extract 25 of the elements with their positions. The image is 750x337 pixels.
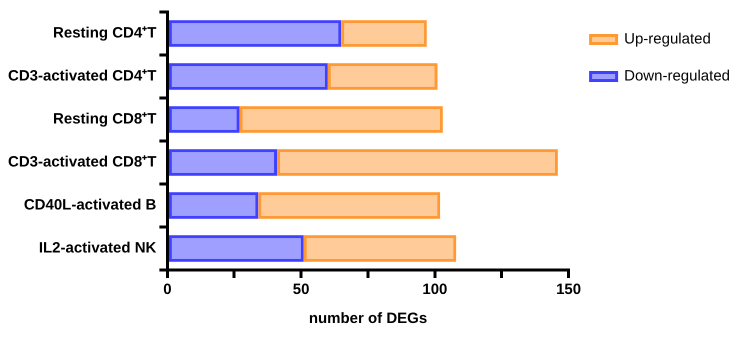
y-tick-label: CD40L-activated B bbox=[24, 196, 157, 214]
bar bbox=[328, 63, 438, 90]
bar bbox=[168, 63, 328, 90]
x-axis-title: number of DEGs bbox=[308, 310, 428, 328]
bar bbox=[168, 106, 240, 133]
y-tick-label: CD3-activated CD8⁺T bbox=[8, 154, 156, 171]
bar bbox=[240, 106, 443, 133]
bar bbox=[168, 235, 304, 262]
bar bbox=[168, 149, 278, 176]
legend-label: Up-regulated bbox=[624, 30, 711, 48]
y-tick-label: Resting CD4⁺T bbox=[53, 24, 156, 42]
y-tick-label: Resting CD8⁺T bbox=[53, 110, 156, 128]
bar bbox=[168, 20, 342, 47]
x-tick-label: 150 bbox=[556, 281, 582, 298]
bar bbox=[258, 192, 440, 219]
y-tick-label: CD3-activated CD4⁺T bbox=[8, 68, 156, 85]
x-tick-label: 100 bbox=[422, 281, 448, 298]
x-tick-label: 50 bbox=[292, 281, 310, 298]
bar bbox=[277, 149, 558, 176]
bar bbox=[168, 192, 258, 219]
bar bbox=[304, 235, 456, 262]
y-tick-label: IL2-activated NK bbox=[38, 240, 157, 257]
bar bbox=[341, 20, 427, 47]
x-tick-label: 0 bbox=[163, 281, 172, 298]
legend-label: Down-regulated bbox=[624, 68, 730, 85]
